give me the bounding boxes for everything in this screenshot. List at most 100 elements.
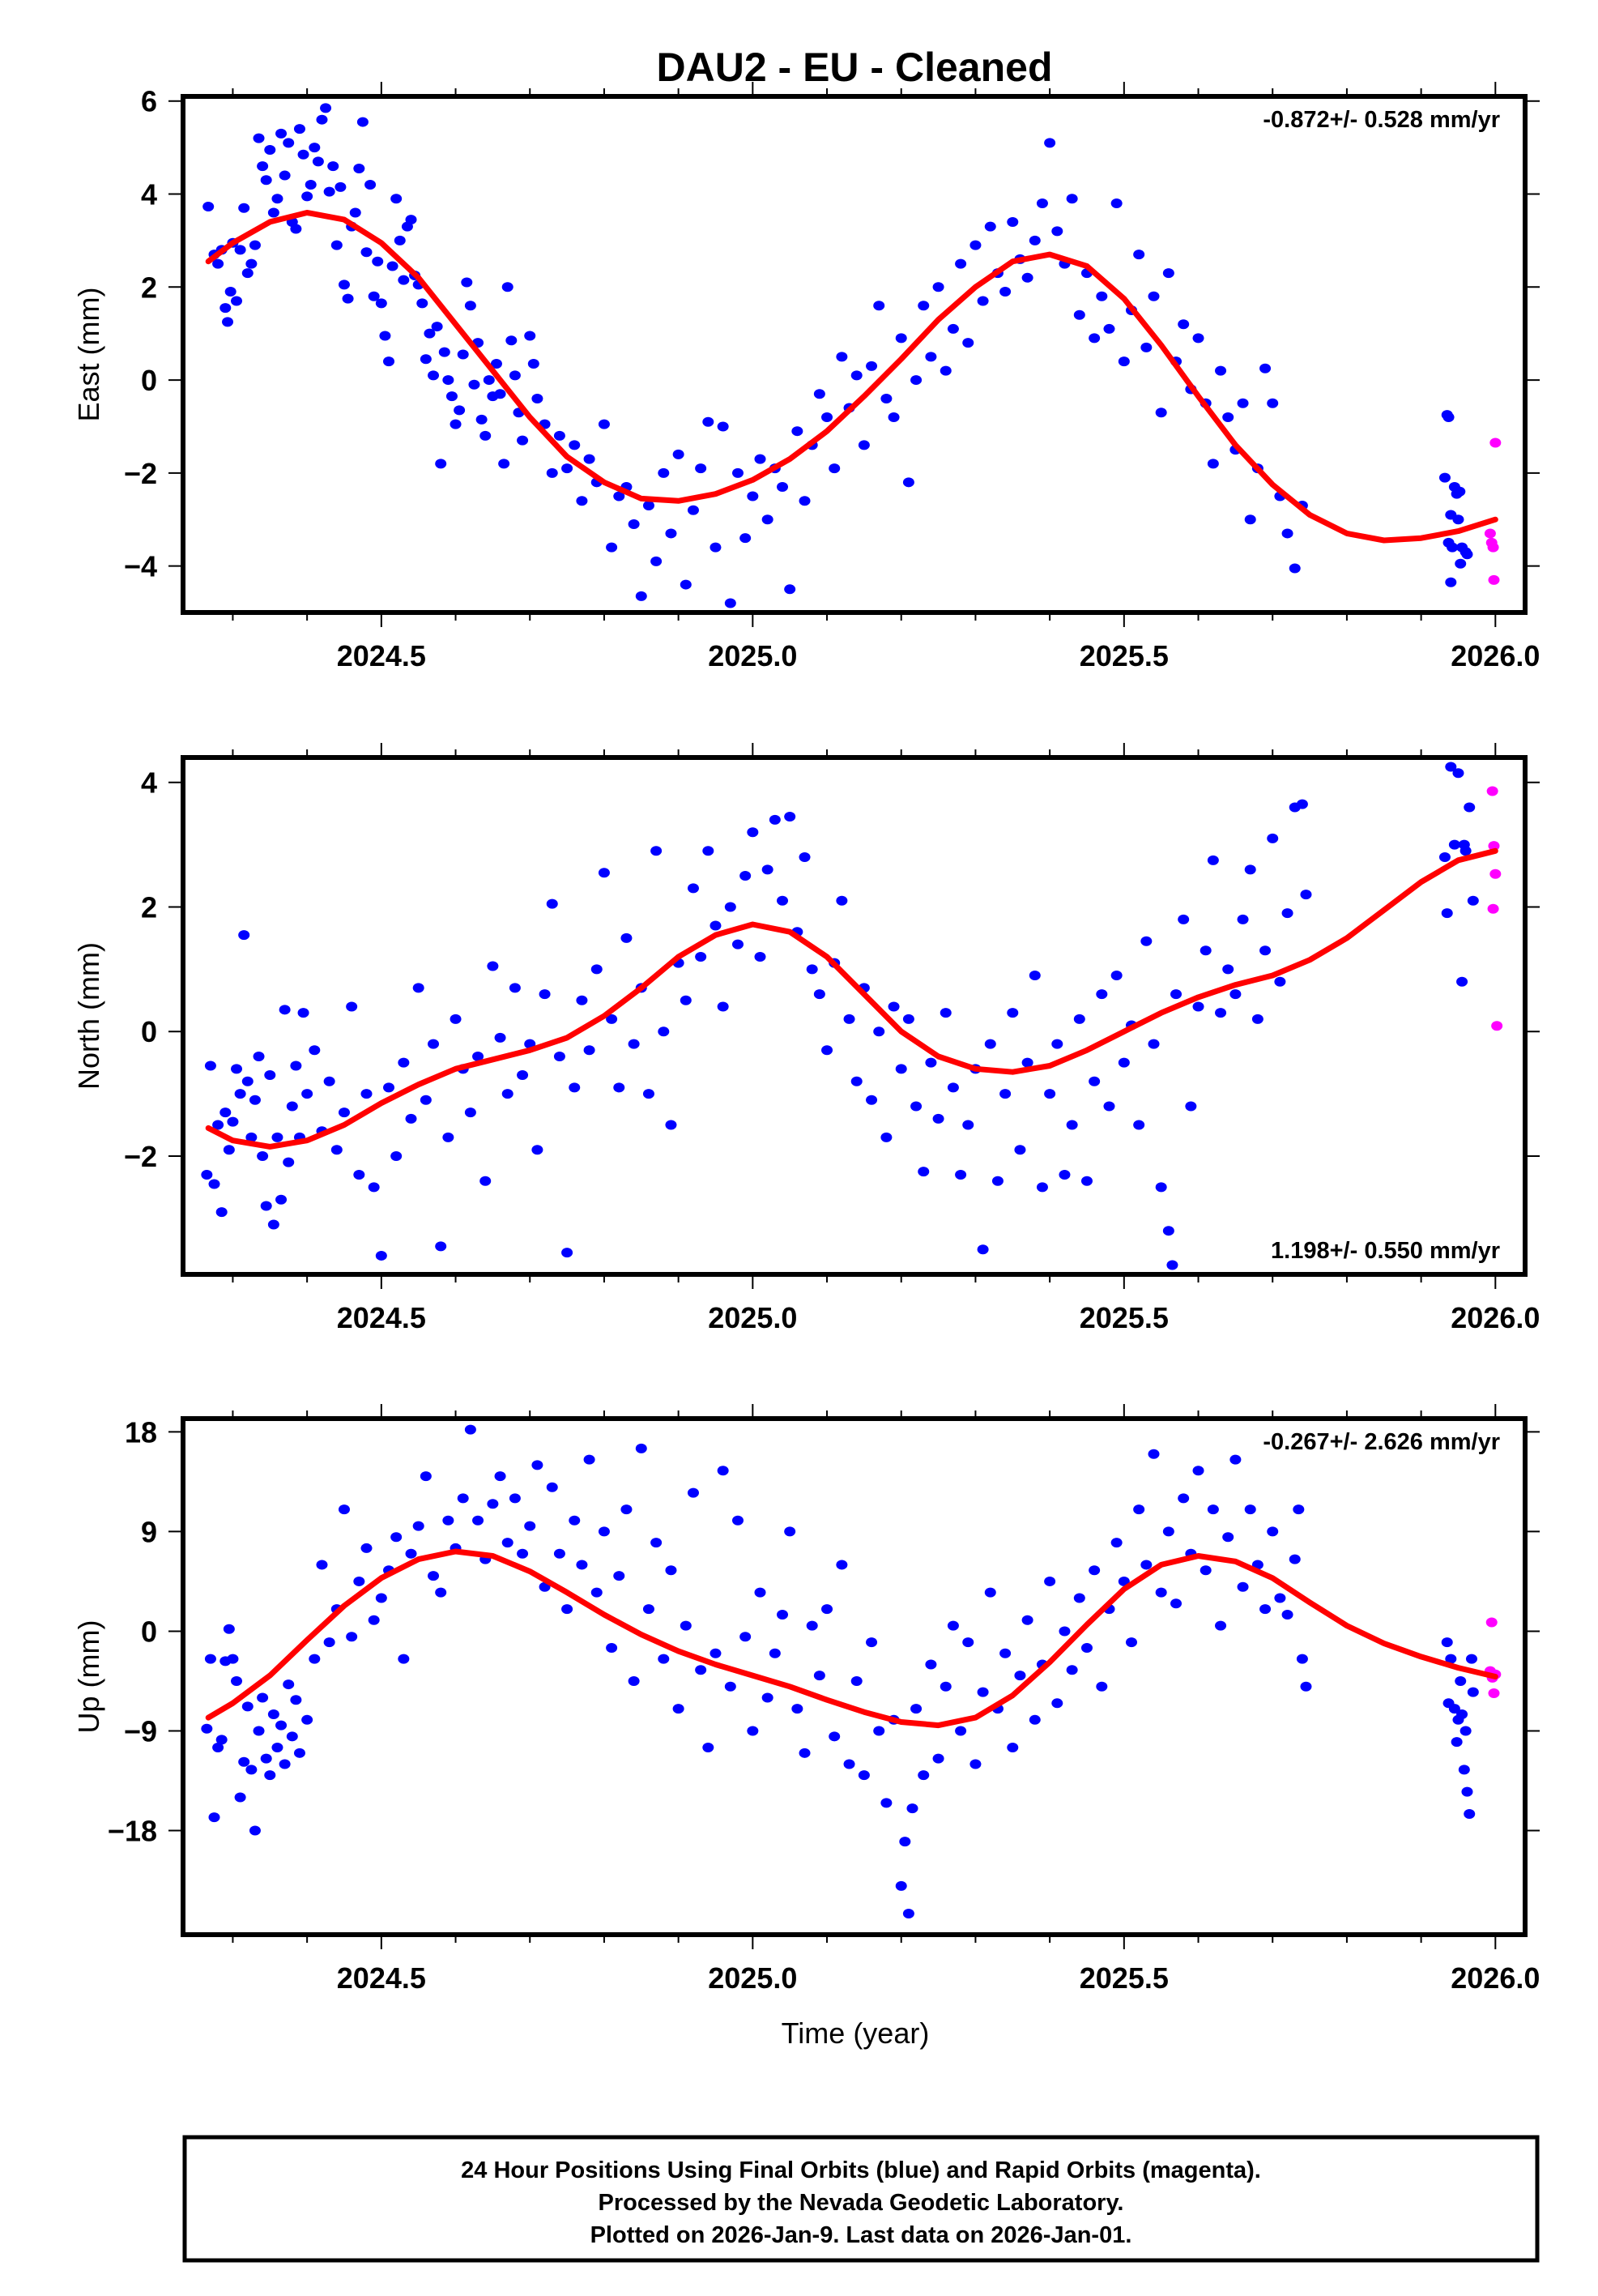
final-orbit-point — [442, 375, 454, 386]
final-orbit-point — [316, 1560, 328, 1570]
final-orbit-point — [1166, 1260, 1178, 1270]
final-orbit-point — [784, 584, 796, 595]
final-orbit-point — [1073, 1593, 1085, 1603]
final-orbit-point — [731, 939, 744, 950]
up-panel: 2024.5 2025.0 2025.5 2026.0 −18 −9 0 9 18 Up (mm… — [72, 1404, 1540, 1995]
final-orbit-point — [925, 1057, 937, 1068]
final-orbit-point — [1178, 1493, 1190, 1504]
final-orbit-point — [431, 322, 443, 332]
final-orbit-point — [309, 1654, 321, 1664]
final-orbit-point — [583, 1454, 595, 1465]
final-orbit-point — [202, 202, 215, 212]
final-orbit-point — [1029, 1714, 1041, 1725]
final-orbit-point — [1200, 945, 1212, 956]
final-orbit-point — [487, 961, 499, 971]
final-orbit-point — [219, 303, 232, 314]
footer-frame — [182, 2135, 1540, 2263]
final-orbit-point — [1465, 1654, 1477, 1664]
final-orbit-point — [665, 1120, 677, 1130]
final-orbit-point — [1455, 558, 1467, 569]
final-orbit-point — [1148, 291, 1160, 301]
final-orbit-point — [1259, 363, 1272, 373]
final-orbit-point — [517, 1070, 529, 1081]
final-orbit-point — [635, 591, 647, 601]
final-orbit-point — [1259, 1604, 1272, 1615]
rapid-orbit-point — [1489, 437, 1502, 448]
final-orbit-point — [1454, 486, 1466, 497]
final-orbit-point — [379, 331, 391, 341]
final-orbit-point — [1215, 1008, 1227, 1018]
final-orbit-point — [695, 463, 707, 474]
final-orbit-point — [1445, 577, 1457, 587]
up-y-tick-label: 18 — [125, 1415, 157, 1449]
final-orbit-point — [412, 983, 424, 993]
final-orbit-point — [524, 1521, 536, 1531]
final-orbit-point — [829, 1731, 841, 1742]
final-orbit-point — [428, 1039, 440, 1049]
north-x-tick-label: 2025.5 — [1080, 1301, 1169, 1334]
final-orbit-point — [739, 533, 752, 544]
final-orbit-point — [253, 133, 265, 143]
final-orbit-point — [257, 1150, 269, 1161]
final-orbit-point — [628, 519, 640, 529]
final-orbit-point — [739, 871, 752, 881]
final-orbit-point — [1125, 1637, 1137, 1648]
final-orbit-point — [461, 277, 473, 288]
final-orbit-point — [918, 301, 930, 311]
final-orbit-point — [475, 414, 488, 425]
rapid-orbit-point — [1491, 1021, 1503, 1031]
final-orbit-point — [531, 1145, 543, 1155]
final-orbit-point — [364, 180, 377, 190]
final-orbit-point — [517, 435, 529, 446]
north-y-tick-label: 4 — [141, 766, 157, 800]
final-orbit-point — [1170, 1598, 1183, 1609]
final-orbit-point — [267, 1709, 279, 1719]
final-orbit-point — [1237, 914, 1249, 924]
final-orbit-point — [902, 1909, 914, 1919]
final-orbit-point — [445, 391, 458, 402]
east-panel: 2024.5 2025.0 2025.5 2026.0 −4 −2 0 2 4 6 East (m… — [72, 82, 1540, 672]
final-orbit-point — [932, 282, 944, 292]
final-orbit-point — [1007, 1008, 1019, 1018]
final-orbit-point — [576, 995, 588, 1005]
final-orbit-point — [739, 1632, 752, 1642]
final-orbit-point — [420, 1471, 432, 1482]
final-orbit-point — [650, 846, 663, 856]
final-orbit-point — [483, 375, 495, 386]
final-orbit-point — [271, 194, 283, 204]
east-y-tick-label: 2 — [141, 271, 157, 304]
rapid-orbit-point — [1487, 542, 1499, 553]
final-orbit-point — [457, 349, 469, 360]
final-orbit-point — [1458, 1765, 1470, 1775]
final-orbit-point — [275, 128, 288, 139]
final-orbit-point — [253, 1726, 265, 1736]
final-orbit-point — [234, 245, 246, 255]
final-orbit-point — [257, 1692, 269, 1703]
final-orbit-point — [695, 951, 707, 962]
final-orbit-point — [754, 951, 766, 962]
final-orbit-point — [283, 1157, 295, 1167]
final-orbit-point — [947, 323, 959, 334]
final-orbit-point — [1229, 989, 1242, 1000]
east-y-tick-label: 0 — [141, 364, 157, 397]
final-orbit-point — [301, 1714, 313, 1725]
final-orbit-point — [1289, 1554, 1301, 1564]
final-orbit-point — [999, 1089, 1012, 1099]
final-orbit-point — [754, 1587, 766, 1598]
final-orbit-point — [955, 258, 967, 269]
final-orbit-point — [1438, 851, 1451, 862]
final-orbit-point — [260, 1201, 272, 1211]
final-orbit-point — [635, 1443, 647, 1453]
final-orbit-point — [330, 1145, 343, 1155]
final-orbit-point — [464, 1424, 476, 1435]
final-orbit-point — [1110, 1538, 1123, 1548]
final-orbit-point — [360, 1089, 373, 1099]
final-orbit-point — [539, 989, 551, 1000]
final-orbit-point — [356, 117, 369, 127]
final-orbit-point — [305, 180, 317, 190]
final-orbit-point — [702, 846, 714, 856]
final-orbit-point — [435, 1587, 447, 1598]
final-orbit-point — [650, 1538, 663, 1548]
final-orbit-point — [1207, 459, 1219, 469]
final-orbit-point — [561, 1248, 573, 1258]
